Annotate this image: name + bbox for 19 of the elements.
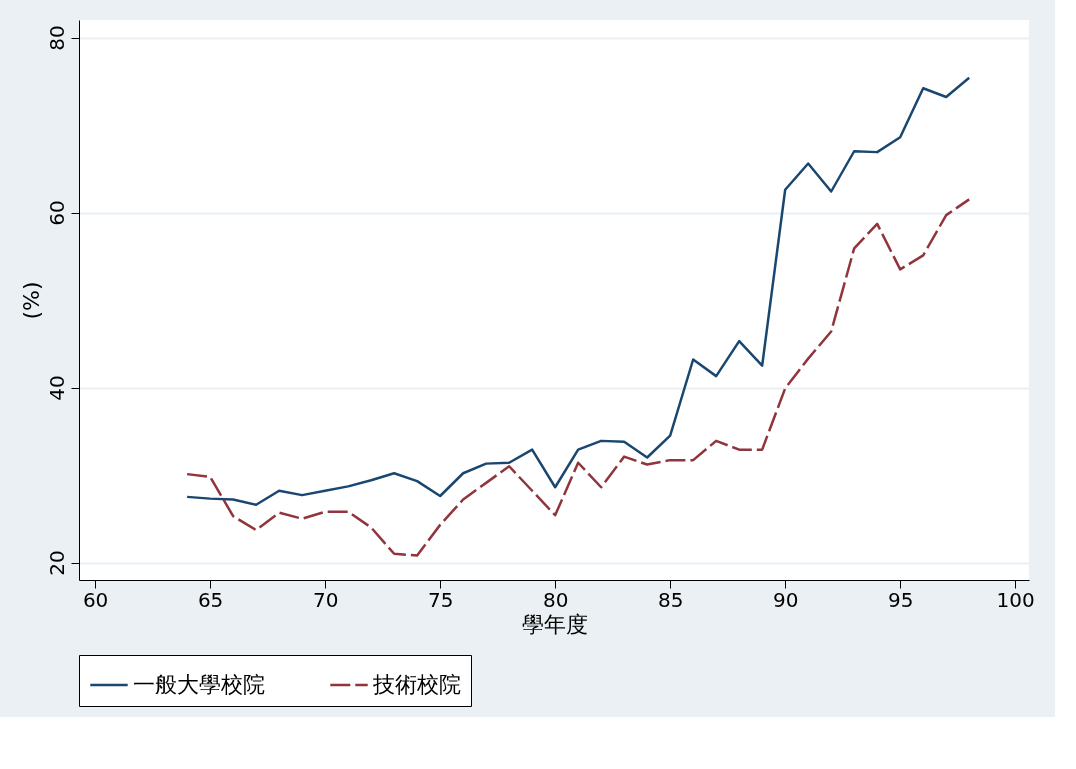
y-tick-label: 80 <box>44 25 69 51</box>
line-series <box>185 76 971 506</box>
x-tick-label: 65 <box>197 587 224 612</box>
x-tick-label: 95 <box>887 587 914 612</box>
x-tick-label: 60 <box>82 587 109 612</box>
x-tick-label: 90 <box>772 587 799 612</box>
y-axis-title: (%) <box>18 281 44 320</box>
y-tick-label: 20 <box>44 550 69 576</box>
legend-label: 技術校院 <box>372 672 461 697</box>
x-tick-label: 80 <box>542 587 569 612</box>
x-tick-label: 100 <box>996 587 1035 612</box>
legend-label: 一般大學校院 <box>133 672 265 697</box>
x-tick-label: 75 <box>427 587 454 612</box>
x-axis-title: 學年度 <box>521 611 588 637</box>
x-tick-label: 85 <box>657 587 684 612</box>
line-series <box>185 198 971 557</box>
y-tick-label: 60 <box>44 200 69 226</box>
x-tick-label: 70 <box>312 587 339 612</box>
y-tick-label: 40 <box>44 375 69 401</box>
